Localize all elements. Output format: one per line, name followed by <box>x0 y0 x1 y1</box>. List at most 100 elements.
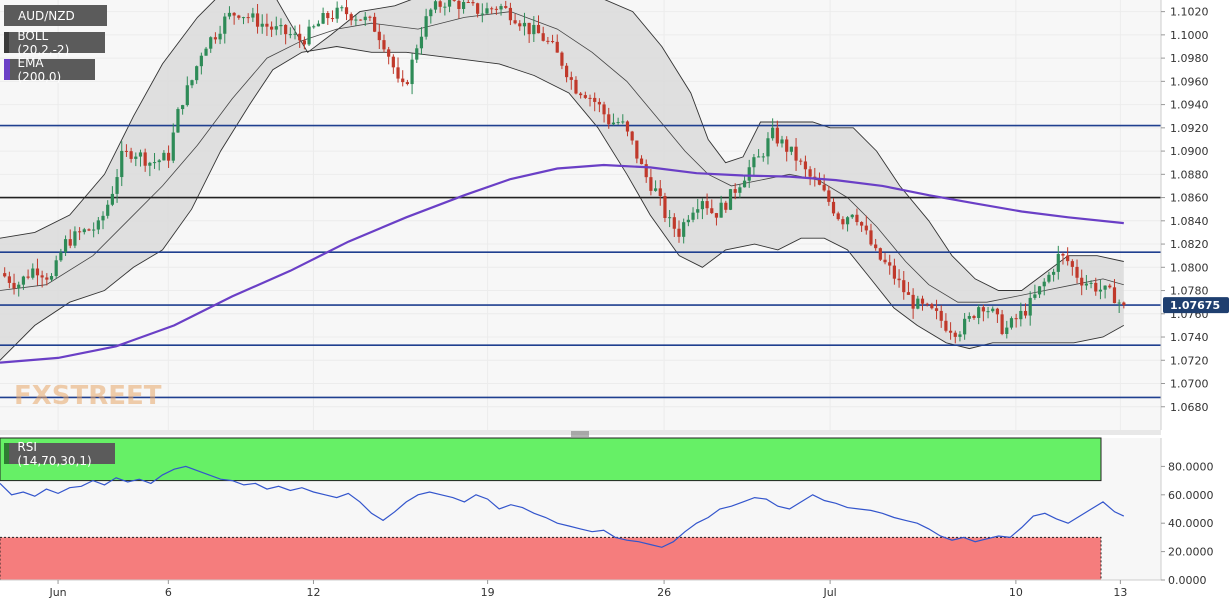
candle-body <box>195 66 199 81</box>
candle-body <box>1023 310 1028 316</box>
candle-body <box>508 7 513 21</box>
candle-body <box>897 278 901 281</box>
candle-body <box>579 93 583 96</box>
candle-body <box>3 273 7 277</box>
candle-body <box>279 24 283 27</box>
candle-body <box>808 169 812 177</box>
rsi-axis: 80.0000 60.0000 40.0000 20.0000 0.0000 <box>1160 438 1214 587</box>
rsi-tick-label: 40.0000 <box>1168 517 1214 530</box>
candle-body <box>284 24 288 35</box>
candle-body <box>817 178 822 185</box>
candle-body <box>822 184 826 191</box>
price-tag-label: 1.07675 <box>1170 299 1220 312</box>
pane-resize-handle[interactable] <box>571 431 589 437</box>
price-tick-label: 1.0920 <box>1170 122 1209 135</box>
candle-body <box>452 0 456 1</box>
candle-body <box>124 150 129 152</box>
last-price-tag: 1.07675 <box>1163 297 1229 314</box>
candle-body <box>335 7 339 19</box>
candle-body <box>204 48 208 56</box>
candle-body <box>241 17 246 19</box>
candle-body <box>845 217 850 225</box>
candle-body <box>494 8 498 10</box>
candle-body <box>302 40 306 45</box>
candle-body <box>780 139 784 144</box>
candle-body <box>1108 285 1112 288</box>
candle-body <box>616 122 620 124</box>
candle-body <box>504 6 508 8</box>
candle-body <box>738 187 742 193</box>
candle-body <box>724 202 728 210</box>
candle-body <box>785 139 789 152</box>
candle-body <box>293 33 297 35</box>
candle-body <box>1075 266 1079 278</box>
candle-body <box>237 15 241 18</box>
candle-body <box>152 162 157 164</box>
candle-body <box>649 177 653 191</box>
candle-body <box>747 167 751 181</box>
candle-body <box>31 268 35 278</box>
legend-boll[interactable]: BOLL (20,2,-2) <box>4 29 105 57</box>
candle-body <box>1080 277 1084 286</box>
candle-body <box>869 230 873 245</box>
candle-body <box>260 23 264 27</box>
candle-body <box>607 114 611 125</box>
candle-body <box>860 222 864 226</box>
rsi-zones <box>0 437 1102 581</box>
candle-body <box>536 24 541 34</box>
ema-path <box>0 163 1124 364</box>
candle-body <box>461 1 466 9</box>
candle-body <box>92 229 96 231</box>
legend-rsi[interactable]: RSI (14,70,30,1) <box>4 440 115 468</box>
price-tick-label: 1.0820 <box>1170 238 1209 251</box>
candle-body <box>513 20 517 24</box>
legend-symbol[interactable]: AUD/NZD <box>4 5 107 26</box>
candle-body <box>836 213 840 220</box>
rsi-tick-label: 60.0000 <box>1168 489 1214 502</box>
candle-body <box>143 152 147 166</box>
candle-body <box>925 303 929 305</box>
candle-body <box>522 22 527 27</box>
candle-body <box>288 34 292 36</box>
candle-body <box>134 156 138 159</box>
candle-body <box>185 85 189 106</box>
candle-body <box>373 16 377 32</box>
candle-body <box>663 196 667 219</box>
candle-body <box>986 311 990 313</box>
candle-body <box>686 219 690 223</box>
candle-body <box>330 18 335 20</box>
candle-body <box>1117 302 1121 304</box>
candle-body <box>602 104 606 115</box>
candle-body <box>597 101 601 105</box>
candle-body <box>775 127 779 144</box>
price-tick-label: 1.1000 <box>1170 29 1209 42</box>
legend-ema[interactable]: EMA (200,0) <box>4 56 95 84</box>
candle-body <box>902 280 906 293</box>
candle-body <box>101 215 105 221</box>
candle-body <box>471 2 475 4</box>
candle-body <box>639 158 644 165</box>
candle-body <box>1028 297 1032 316</box>
candle-body <box>906 292 911 295</box>
candle-body <box>447 0 452 7</box>
candle-body <box>59 252 63 261</box>
candle-body <box>827 190 831 202</box>
rsi-line <box>0 465 1125 548</box>
candle-body <box>1103 285 1107 290</box>
candle-body <box>920 298 925 304</box>
candle-body <box>1000 314 1004 334</box>
candle-body <box>255 13 260 27</box>
ema-line <box>0 163 1124 364</box>
candle-body <box>1005 327 1009 334</box>
candle-body <box>424 16 428 37</box>
candle-body <box>354 19 358 21</box>
candle-body <box>546 40 550 42</box>
x-tick-label: 6 <box>165 586 172 599</box>
price-tick-label: 1.0900 <box>1170 145 1209 158</box>
candle-body <box>213 37 218 40</box>
candle-body <box>1056 253 1060 272</box>
candle-body <box>789 146 793 152</box>
price-tick-label: 1.0960 <box>1170 75 1209 88</box>
candle-body <box>696 209 700 213</box>
